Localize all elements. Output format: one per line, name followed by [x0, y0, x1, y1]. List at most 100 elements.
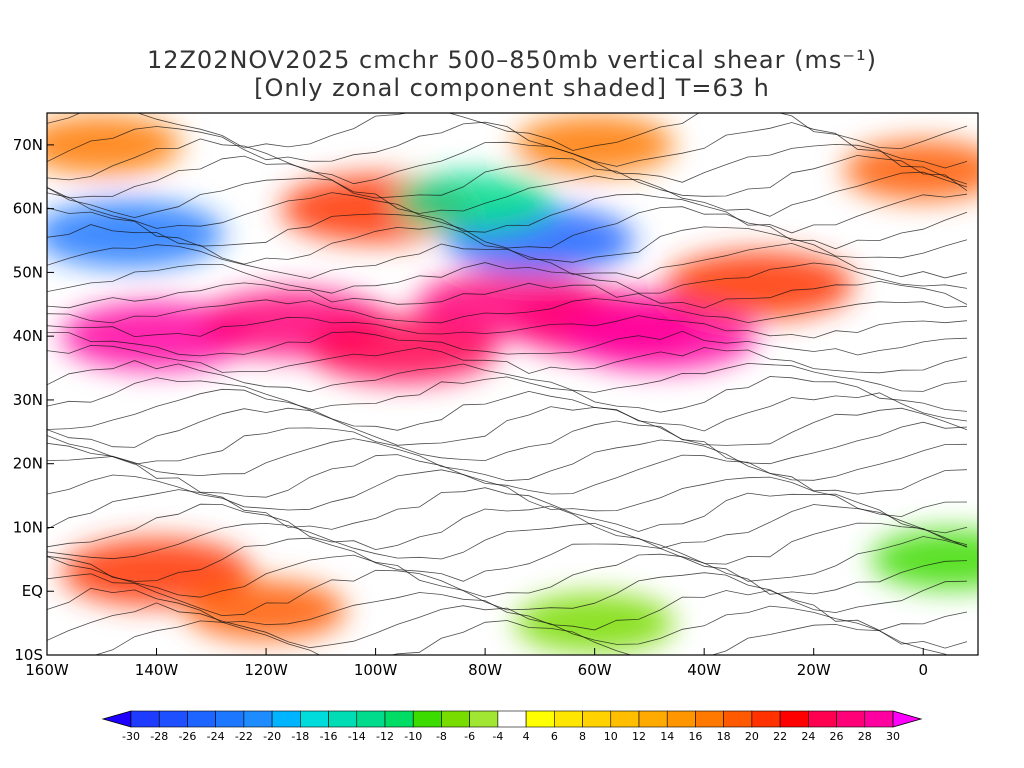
- colorbar-swatch: [469, 710, 499, 728]
- lat-tick-label: 60N: [13, 200, 43, 218]
- streamline: [47, 138, 968, 185]
- streamline: [47, 587, 968, 631]
- colorbar-label: 4: [523, 730, 530, 743]
- streamline: [47, 406, 968, 448]
- colorbar-label: 28: [858, 730, 872, 743]
- colorbar-swatch: [695, 710, 724, 728]
- streamline: [47, 420, 968, 465]
- lat-tick-label: EQ: [22, 582, 43, 600]
- streamlines: [47, 113, 968, 655]
- streamline: [47, 224, 968, 265]
- colorbar-swatch: [666, 710, 696, 728]
- colorbar-label: -6: [464, 730, 475, 743]
- lat-tick-label: 10S: [14, 646, 43, 664]
- colorbar-label: 6: [551, 730, 558, 743]
- lon-tick-label: 120W: [244, 661, 288, 679]
- colorbar-swatch: [215, 710, 245, 728]
- colorbar-label: 30: [886, 730, 900, 743]
- colorbar-swatch: [610, 710, 640, 728]
- shear-region-9: [514, 114, 675, 175]
- streamline: [47, 154, 968, 199]
- colorbar-below-arrow: [101, 710, 132, 728]
- colorbar-label: -8: [436, 730, 447, 743]
- shear-region-16: [514, 593, 675, 654]
- streamline: [47, 330, 968, 357]
- colorbar-swatch: [808, 710, 837, 728]
- lat-tick-label: 20N: [13, 455, 43, 473]
- colorbar-swatch: [300, 710, 329, 728]
- colorbar-swatch: [836, 710, 866, 728]
- colorbar-swatch: [412, 710, 442, 728]
- shear-region-15: [394, 172, 555, 233]
- colorbar: -30 -28 -26 -24 -22 -20 -18 -16 -14 -12 -10 -8 -6 -4 4…: [101, 710, 923, 743]
- streamline: [47, 344, 968, 374]
- lon-tick-label: 40W: [687, 661, 721, 679]
- streamline: [47, 262, 968, 294]
- colorbar-label: -12: [376, 730, 394, 743]
- streamline: [47, 438, 968, 482]
- map-title-line-1: 12Z02NOV2025 cmchr 500–850mb vertical sh…: [146, 46, 878, 74]
- colorbar-swatch: [723, 710, 753, 728]
- lon-tick-label: 20W: [797, 661, 831, 679]
- plot-frame: [46, 112, 979, 656]
- lon-tick-label: 0: [918, 661, 928, 679]
- streamline: [47, 315, 968, 339]
- streamline: [47, 503, 968, 551]
- shear-region-5: [565, 302, 756, 371]
- streamline: [47, 553, 968, 598]
- streamline: [47, 171, 968, 219]
- shear-region-10: [843, 140, 978, 201]
- colorbar-swatch: [638, 710, 668, 728]
- longitude-axis: 160W 140W 120W 100W 80W 60W 40W 20W 0: [25, 648, 928, 679]
- streamline: [47, 206, 968, 250]
- colorbar-label: 12: [632, 730, 646, 743]
- colorbar-above-arrow: [892, 710, 923, 728]
- streamline: [47, 280, 968, 309]
- colorbar-label: -26: [178, 730, 196, 743]
- colorbar-swatch: [497, 710, 527, 728]
- colorbar-label: 26: [830, 730, 844, 743]
- colorbar-swatch: [779, 710, 809, 728]
- colorbar-label: -10: [404, 730, 422, 743]
- streamline: [47, 388, 968, 432]
- streamline: [47, 376, 968, 413]
- streamline: [47, 242, 968, 279]
- streamline: [47, 121, 968, 169]
- lat-tick-label: 30N: [13, 391, 43, 409]
- streamline: [47, 536, 968, 582]
- colorbar-label: -16: [320, 730, 338, 743]
- streamline: [47, 298, 968, 324]
- shear-region-13: [47, 200, 225, 269]
- lat-tick-label: 70N: [13, 136, 43, 154]
- colorbar-swatch: [243, 710, 273, 728]
- colorbar-label: 14: [660, 730, 674, 743]
- streamline: [47, 192, 968, 234]
- colorbar-label: -20: [263, 730, 281, 743]
- colorbar-swatch: [158, 710, 188, 728]
- colorbar-label: 18: [717, 730, 731, 743]
- colorbar-label: 24: [801, 730, 815, 743]
- streamline: [47, 522, 968, 565]
- colorbar-label: -14: [348, 730, 366, 743]
- colorbar-swatch: [582, 710, 612, 728]
- lon-tick-label: 80W: [468, 661, 502, 679]
- shear-region-7: [47, 114, 182, 175]
- colorbar-swatch: [384, 710, 414, 728]
- streamline: [47, 454, 968, 498]
- streamline: [47, 602, 968, 649]
- colorbar-label: -30: [122, 730, 140, 743]
- shear-region-6: [663, 251, 854, 320]
- colorbar-swatch: [328, 710, 358, 728]
- colorbar-label: 16: [688, 730, 702, 743]
- shear-region-12: [186, 580, 347, 641]
- streamline: [47, 469, 968, 518]
- colorbar-swatch: [187, 710, 216, 728]
- colorbar-swatch: [864, 710, 894, 728]
- colorbar-swatch: [525, 710, 555, 728]
- colorbar-swatch: [751, 710, 781, 728]
- colorbar-label: -4: [492, 730, 503, 743]
- map-title-line-2: [Only zonal component shaded] T=63 h: [254, 74, 770, 102]
- colorbar-swatch: [130, 710, 160, 728]
- lat-tick-label: 40N: [13, 327, 43, 345]
